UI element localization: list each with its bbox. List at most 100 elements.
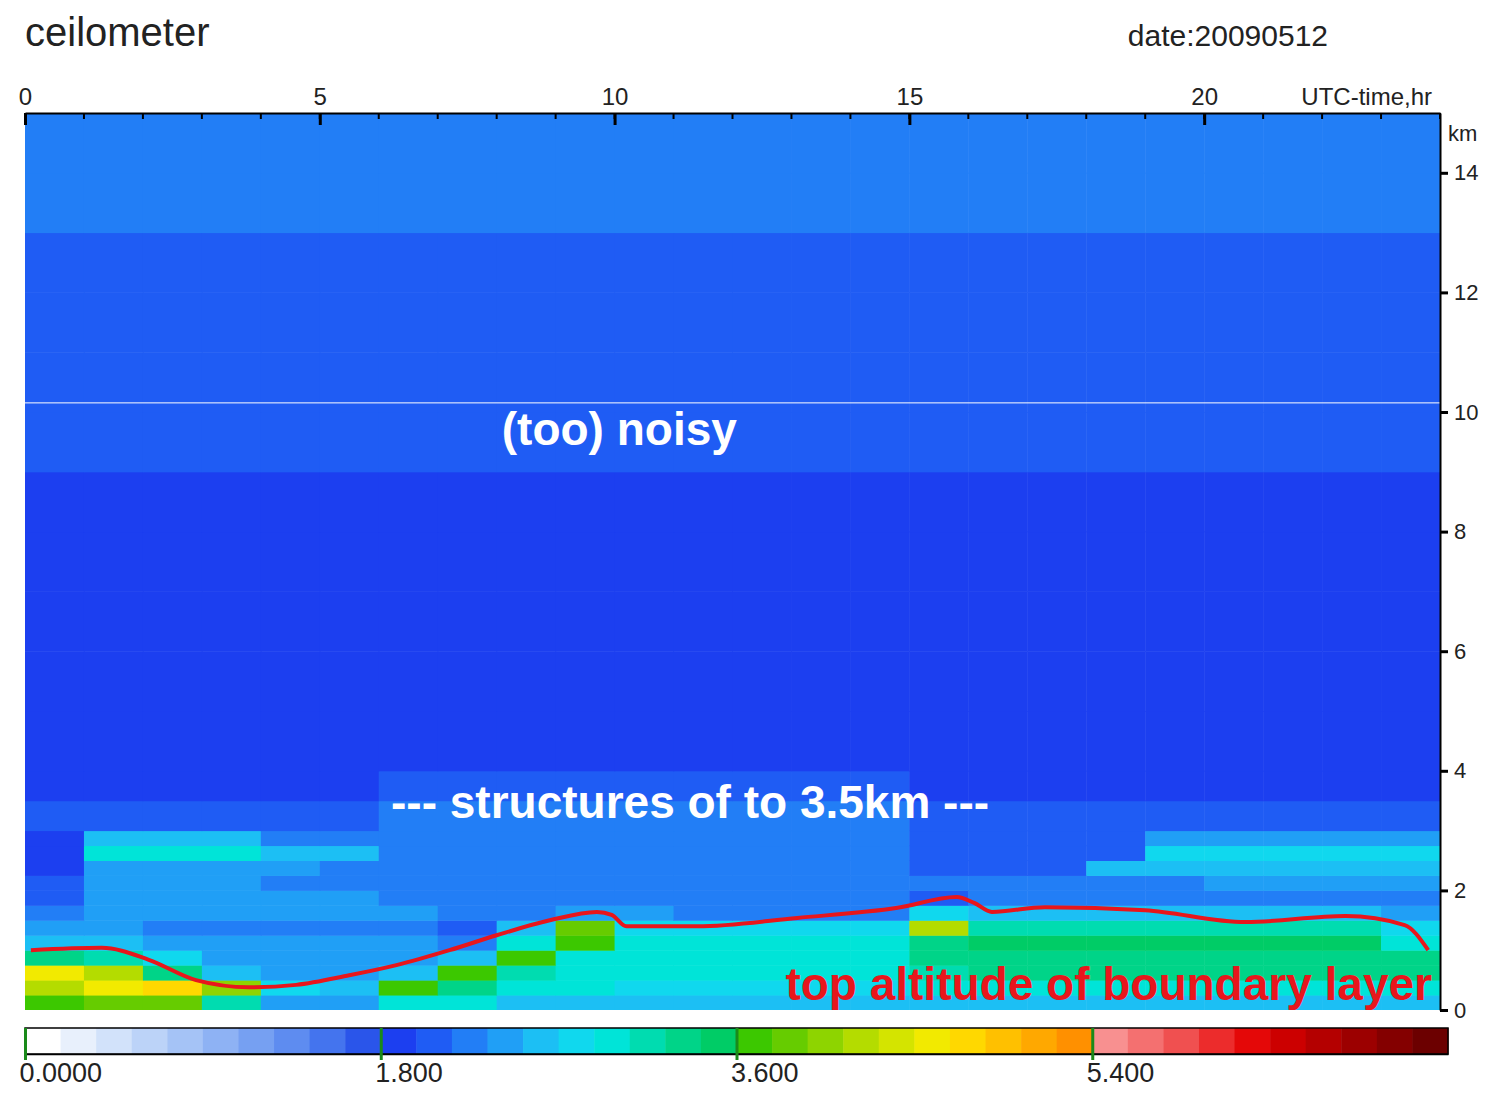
heatmap-cell xyxy=(25,472,84,532)
x-minor-tick xyxy=(1144,113,1146,119)
heatmap-cell xyxy=(320,711,379,771)
heatmap-cell xyxy=(1027,113,1086,173)
heatmap-cell xyxy=(556,831,615,846)
heatmap-cell xyxy=(1381,831,1440,846)
heatmap-cell xyxy=(25,173,84,233)
heatmap-cell xyxy=(84,472,143,532)
heatmap-cell xyxy=(615,472,674,532)
heatmap-cell xyxy=(791,890,850,905)
heatmap-cell xyxy=(1086,801,1145,831)
heatmap-cell xyxy=(438,905,497,920)
y-tick-mark xyxy=(1440,172,1448,175)
x-minor-tick xyxy=(967,113,969,119)
heatmap-cell xyxy=(1027,846,1086,861)
y-axis-line xyxy=(1440,114,1442,1011)
heatmap-cell xyxy=(261,472,320,532)
heatmap-cell xyxy=(1145,846,1204,861)
heatmap-cell xyxy=(674,233,733,293)
heatmap-cell xyxy=(320,875,379,890)
heatmap-cell xyxy=(202,292,261,352)
heatmap-cell xyxy=(909,846,968,861)
heatmap-cell xyxy=(1263,292,1322,352)
heatmap-cell xyxy=(968,472,1027,532)
colorbar-tick: 1.800 xyxy=(375,1028,443,1088)
heatmap-cell xyxy=(850,846,909,861)
heatmap-cell xyxy=(791,292,850,352)
heatmap-cell xyxy=(968,292,1027,352)
heatmap-cell xyxy=(1145,352,1204,412)
heatmap-cell xyxy=(1145,711,1204,771)
y-tick-label: 2 xyxy=(1454,878,1466,903)
heatmap-cell xyxy=(1381,801,1440,831)
heatmap-cell xyxy=(850,113,909,173)
y-tick-mark xyxy=(1440,770,1448,773)
heatmap-cell xyxy=(968,846,1027,861)
heatmap-cell xyxy=(497,711,556,771)
heatmap-cell xyxy=(261,846,320,861)
heatmap-cell xyxy=(1204,233,1263,293)
heatmap-cell xyxy=(1381,292,1440,352)
heatmap-cell xyxy=(379,352,438,412)
heatmap-cell xyxy=(556,532,615,592)
heatmap-cell xyxy=(143,711,202,771)
x-minor-tick xyxy=(496,113,498,119)
heatmap-cell xyxy=(909,292,968,352)
heatmap-cell xyxy=(1027,472,1086,532)
colorbar-tick: 5.400 xyxy=(1087,1028,1155,1088)
heatmap-cell xyxy=(1145,651,1204,711)
colorbar-swatch xyxy=(1128,1028,1164,1054)
heatmap-cell xyxy=(497,173,556,233)
heatmap-cell xyxy=(1263,412,1322,472)
heatmap-cell xyxy=(320,861,379,876)
heatmap-cell xyxy=(556,173,615,233)
x-tick-mark xyxy=(319,113,322,125)
x-minor-tick xyxy=(1085,113,1087,119)
x-tick: 0 xyxy=(19,83,32,125)
heatmap-cell xyxy=(674,831,733,846)
heatmap-cell xyxy=(850,352,909,412)
heatmap-cell xyxy=(1322,472,1381,532)
heatmap-cell xyxy=(556,965,615,980)
x-minor-tick xyxy=(142,113,144,119)
heatmap-cell xyxy=(202,233,261,293)
colorbar-swatch xyxy=(1057,1028,1093,1054)
colorbar-swatch xyxy=(1306,1028,1342,1054)
heatmap-cell xyxy=(1381,352,1440,412)
heatmap-cell xyxy=(909,591,968,651)
heatmap-cell xyxy=(733,995,792,1010)
heatmap-cell xyxy=(615,113,674,173)
annotation: (too) noisy xyxy=(502,403,737,455)
heatmap-cell xyxy=(1086,935,1145,950)
heatmap-cell xyxy=(84,875,143,890)
heatmap-cell xyxy=(791,875,850,890)
heatmap-cell xyxy=(84,113,143,173)
colorbar-swatch xyxy=(630,1028,666,1054)
x-tick: 20 xyxy=(1191,83,1218,125)
heatmap-cell xyxy=(791,711,850,771)
heatmap-cell xyxy=(1204,113,1263,173)
heatmap-cell xyxy=(1322,173,1381,233)
heatmap-cell xyxy=(968,233,1027,293)
x-tick-label: 15 xyxy=(897,83,924,110)
heatmap-cell xyxy=(202,472,261,532)
heatmap-cell xyxy=(1145,920,1204,935)
heatmap-cell xyxy=(202,920,261,935)
heatmap-cell xyxy=(1145,113,1204,173)
heatmap-cell xyxy=(438,532,497,592)
x-minor-tick xyxy=(260,113,262,119)
heatmap-cell xyxy=(1263,532,1322,592)
heatmap-cell xyxy=(84,591,143,651)
heatmap-cell xyxy=(615,591,674,651)
heatmap-cell xyxy=(1204,801,1263,831)
heatmap-cell xyxy=(84,771,143,801)
heatmap-cell xyxy=(1086,113,1145,173)
heatmap-cell xyxy=(733,831,792,846)
heatmap-cell xyxy=(733,711,792,771)
heatmap-cell xyxy=(84,173,143,233)
heatmap-cell xyxy=(438,651,497,711)
heatmap-cell xyxy=(1322,711,1381,771)
x-minor-tick xyxy=(83,113,85,119)
y-tick-label: 0 xyxy=(1454,998,1466,1023)
x-minor-tick xyxy=(673,113,675,119)
heatmap-cell xyxy=(320,846,379,861)
